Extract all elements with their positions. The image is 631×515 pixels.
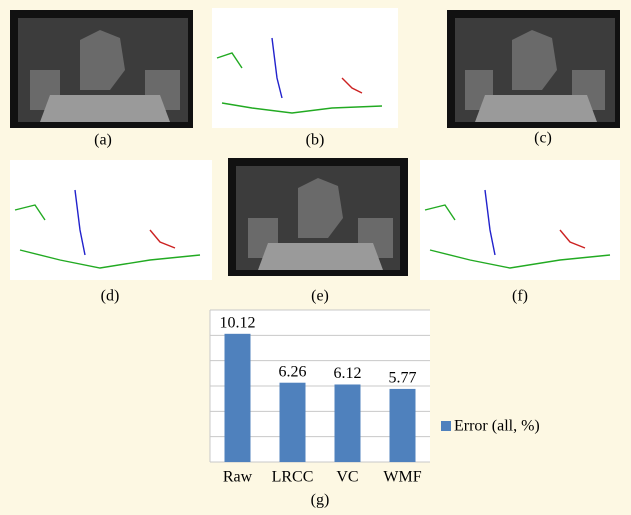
panel-label: (f) — [512, 288, 528, 305]
bar — [280, 383, 306, 462]
panel-label: (b) — [306, 132, 325, 149]
bar — [225, 334, 251, 462]
x-tick-label: Raw — [223, 469, 253, 486]
x-tick-label: LRCC — [272, 469, 314, 486]
depth-image — [447, 10, 620, 128]
bar — [390, 389, 416, 462]
bar — [335, 384, 361, 462]
error-map — [212, 8, 398, 128]
legend-swatch — [441, 421, 451, 431]
panel-label: (a) — [94, 132, 112, 149]
depth-image — [228, 158, 408, 276]
value-label: 10.12 — [220, 314, 256, 331]
legend-label: Error (all, %) — [454, 418, 540, 435]
x-tick-label: VC — [336, 469, 358, 486]
figure: (a) (b) (c) (d) (e) (f) (g) Raw LRCC VC WMF… — [0, 0, 631, 515]
panel-label: (c) — [534, 130, 552, 147]
x-tick-label: WMF — [383, 469, 421, 486]
value-label: 6.12 — [334, 365, 362, 382]
error-map — [10, 160, 212, 280]
value-label: 5.77 — [389, 370, 417, 387]
panel-label: (d) — [101, 288, 120, 305]
value-label: 6.26 — [279, 363, 307, 380]
panel-label: (e) — [311, 288, 329, 305]
error-map — [420, 160, 620, 280]
panel-label: (g) — [311, 492, 330, 509]
depth-image — [10, 10, 193, 128]
